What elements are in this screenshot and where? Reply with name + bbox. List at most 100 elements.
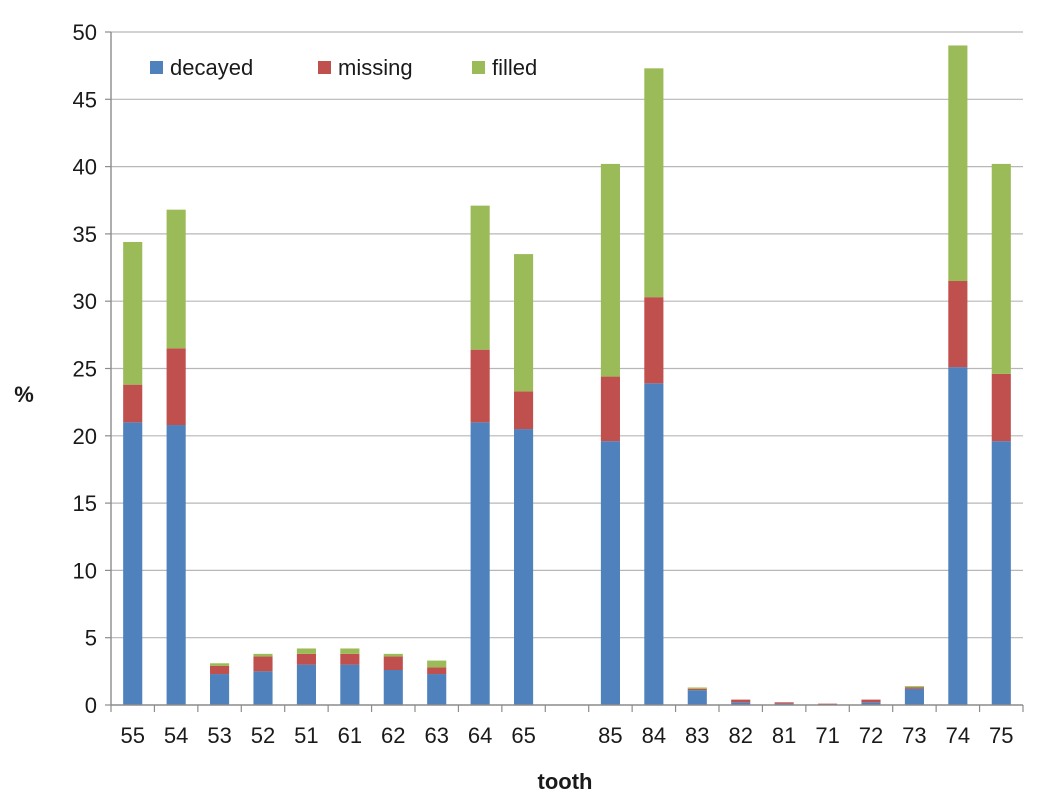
x-tick-label: 75 xyxy=(989,723,1013,748)
bar-missing-75 xyxy=(991,373,1011,442)
y-tick-label: 40 xyxy=(73,155,97,180)
bar-decayed-74 xyxy=(948,367,968,705)
y-tick-label: 35 xyxy=(73,222,97,247)
x-tick-label: 82 xyxy=(728,723,752,748)
legend-swatch xyxy=(318,61,331,74)
y-tick-label: 30 xyxy=(73,289,97,314)
bar-decayed-84 xyxy=(644,383,664,705)
x-axis-label: tooth xyxy=(538,769,593,794)
bar-decayed-85 xyxy=(600,441,620,705)
y-tick-label: 0 xyxy=(85,693,97,718)
y-tick-label: 5 xyxy=(85,626,97,651)
bar-filled-73 xyxy=(904,686,924,688)
bar-filled-61 xyxy=(340,648,360,654)
y-tick-label: 10 xyxy=(73,558,97,583)
x-tick-label: 63 xyxy=(424,723,448,748)
x-tick-label: 54 xyxy=(164,723,188,748)
x-tick-label: 51 xyxy=(294,723,318,748)
x-tick-label: 52 xyxy=(251,723,275,748)
bar-filled-85 xyxy=(600,163,620,377)
y-tick-label: 25 xyxy=(73,357,97,382)
axes: 0 5 10 15 20 25 30 35 40 45 50 55 54 53 52 51 61 62 63 64 65… xyxy=(73,20,1024,748)
bar-decayed-62 xyxy=(383,670,403,705)
bar-missing-73 xyxy=(904,687,924,689)
bar-decayed-53 xyxy=(210,674,230,705)
x-tick-label: 72 xyxy=(859,723,883,748)
bar-missing-52 xyxy=(253,656,273,672)
y-tick-label: 50 xyxy=(73,20,97,45)
y-tick-label: 45 xyxy=(73,87,97,112)
x-tick-label: 64 xyxy=(468,723,492,748)
gridlines xyxy=(111,31,1023,639)
bar-missing-62 xyxy=(383,656,403,671)
bar-filled-51 xyxy=(296,648,316,654)
y-axis-label: % xyxy=(14,382,34,407)
bar-filled-63 xyxy=(427,660,447,668)
x-tick-label: 65 xyxy=(511,723,535,748)
bar-decayed-51 xyxy=(296,664,316,705)
x-tick-label: 73 xyxy=(902,723,926,748)
bar-filled-65 xyxy=(514,254,534,392)
bar-missing-82 xyxy=(731,699,751,703)
bar-missing-51 xyxy=(296,653,316,665)
legend-item-missing: missing xyxy=(318,55,413,80)
x-tick-label: 81 xyxy=(772,723,796,748)
bar-missing-72 xyxy=(861,699,881,703)
bar-missing-83 xyxy=(687,688,707,691)
bar-missing-63 xyxy=(427,667,447,675)
bar-filled-53 xyxy=(210,663,230,666)
legend-label: missing xyxy=(338,55,413,80)
bar-decayed-72 xyxy=(861,702,881,705)
bar-filled-83 xyxy=(687,687,707,689)
bar-missing-65 xyxy=(514,391,534,430)
bar-missing-84 xyxy=(644,297,664,384)
bar-missing-64 xyxy=(470,349,490,423)
x-tick-label: 83 xyxy=(685,723,709,748)
legend-label: filled xyxy=(492,55,537,80)
bar-decayed-75 xyxy=(991,441,1011,705)
x-tick-label: 71 xyxy=(815,723,839,748)
bar-decayed-55 xyxy=(123,422,143,705)
bar-missing-85 xyxy=(600,376,620,442)
bar-filled-55 xyxy=(123,241,143,385)
bar-decayed-73 xyxy=(904,688,924,705)
legend-item-decayed: decayed xyxy=(150,55,253,80)
bar-filled-54 xyxy=(166,209,186,349)
x-tick-label: 84 xyxy=(642,723,666,748)
legend-item-filled: filled xyxy=(472,55,537,80)
bar-filled-75 xyxy=(991,163,1011,374)
bar-missing-53 xyxy=(210,665,230,675)
legend-swatch xyxy=(472,61,485,74)
legend: decayed missing filled xyxy=(150,55,537,80)
y-tick-label: 20 xyxy=(73,424,97,449)
bar-decayed-83 xyxy=(687,690,707,705)
bar-filled-62 xyxy=(383,653,403,657)
legend-label: decayed xyxy=(170,55,253,80)
bar-missing-61 xyxy=(340,653,360,665)
x-tick-label: 85 xyxy=(598,723,622,748)
bar-decayed-64 xyxy=(470,422,490,705)
x-tick-label: 53 xyxy=(207,723,231,748)
bar-filled-64 xyxy=(470,205,490,350)
bar-decayed-65 xyxy=(514,429,534,705)
x-tick-label: 62 xyxy=(381,723,405,748)
bar-decayed-52 xyxy=(253,671,273,705)
bar-decayed-82 xyxy=(731,702,751,705)
x-tick-label: 55 xyxy=(120,723,144,748)
bars xyxy=(123,45,1011,705)
bar-missing-81 xyxy=(774,702,794,704)
bar-decayed-63 xyxy=(427,674,447,705)
bar-missing-74 xyxy=(948,281,968,368)
bar-filled-84 xyxy=(644,68,664,298)
y-tick-label: 15 xyxy=(73,491,97,516)
bar-filled-52 xyxy=(253,653,273,657)
x-tick-label: 61 xyxy=(338,723,362,748)
x-tick-label: 74 xyxy=(946,723,970,748)
bar-missing-54 xyxy=(166,348,186,426)
bar-decayed-54 xyxy=(166,425,186,705)
bar-missing-55 xyxy=(123,384,143,423)
bar-decayed-61 xyxy=(340,664,360,705)
bar-filled-74 xyxy=(948,45,968,282)
